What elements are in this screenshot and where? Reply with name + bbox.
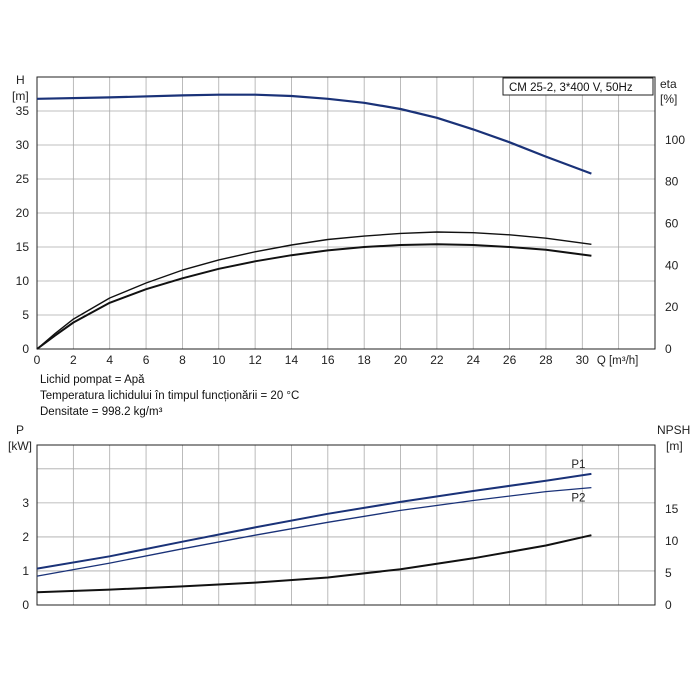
y-axis-label-line1: H	[16, 73, 25, 87]
y-right-axis-label-line1: eta	[660, 77, 677, 91]
x-tick-label: 18	[357, 353, 371, 367]
npsh-curve	[36, 534, 592, 594]
x-tick-label: 4	[106, 353, 113, 367]
y-axis-label-line2: [m]	[12, 89, 29, 103]
power-p2-curve	[36, 486, 592, 577]
y-tick-label: 15	[16, 240, 30, 254]
power-p1-curve	[36, 472, 592, 570]
y-right-tick-label: 80	[665, 175, 679, 189]
efficiency-curve-lower	[36, 243, 592, 350]
x-tick-label: 28	[539, 353, 553, 367]
y-tick-label: 2	[22, 530, 29, 544]
y-axis-label-line1: P	[16, 423, 24, 437]
y-tick-label: 5	[22, 308, 29, 322]
x-tick-label: 10	[212, 353, 226, 367]
liquid-temperature-label: Temperatura lichidului în timpul funcțio…	[40, 390, 300, 402]
y-right-axis-label-line1: NPSH	[657, 423, 690, 437]
density-label: Densitate = 998.2 kg/m³	[40, 406, 163, 418]
series-label-p2: P2	[571, 493, 585, 505]
x-tick-label: 24	[467, 353, 481, 367]
x-tick-label: 16	[321, 353, 335, 367]
y-right-tick-label: 0	[665, 598, 672, 612]
y-right-tick-label: 15	[665, 502, 679, 516]
x-tick-label: 6	[143, 353, 150, 367]
y-right-tick-label: 40	[665, 258, 679, 272]
x-tick-label: 30	[576, 353, 590, 367]
x-axis-label: Q [m³/h]	[597, 355, 639, 367]
head-curve	[36, 93, 592, 175]
plot-frame-top	[36, 76, 656, 350]
series-label-p1: P1	[571, 459, 585, 471]
y-right-axis-label-line2: [%]	[660, 92, 677, 106]
y-axis-label-line2: [kW]	[8, 439, 32, 453]
y-tick-label: 25	[16, 172, 30, 186]
y-tick-label: 30	[16, 138, 30, 152]
plot-frame-bottom	[36, 444, 656, 606]
efficiency-curve-upper	[36, 231, 592, 350]
x-tick-label: 22	[430, 353, 444, 367]
y-right-tick-label: 10	[665, 534, 679, 548]
y-right-tick-label: 60	[665, 216, 679, 230]
y-tick-label: 1	[22, 564, 29, 578]
y-right-tick-label: 0	[665, 342, 672, 356]
x-tick-label: 12	[248, 353, 262, 367]
x-tick-label: 2	[70, 353, 77, 367]
chart-title: CM 25-2, 3*400 V, 50Hz	[509, 82, 633, 94]
y-tick-label: 0	[22, 598, 29, 612]
y-right-axis-label-line2: [m]	[666, 439, 683, 453]
x-tick-label: 14	[285, 353, 299, 367]
title-box	[502, 77, 654, 96]
y-tick-label: 0	[22, 342, 29, 356]
y-tick-label: 3	[22, 496, 29, 510]
y-right-tick-label: 100	[665, 133, 685, 147]
y-right-tick-label: 5	[665, 566, 672, 580]
pumped-liquid-label: Lichid pompat = Apă	[40, 374, 145, 386]
x-tick-label: 20	[394, 353, 408, 367]
y-tick-label: 35	[16, 104, 30, 118]
x-tick-label: 26	[503, 353, 517, 367]
y-tick-label: 20	[16, 206, 30, 220]
y-right-tick-label: 20	[665, 300, 679, 314]
x-tick-label: 8	[179, 353, 186, 367]
x-tick-label: 0	[34, 353, 41, 367]
y-tick-label: 10	[16, 274, 30, 288]
